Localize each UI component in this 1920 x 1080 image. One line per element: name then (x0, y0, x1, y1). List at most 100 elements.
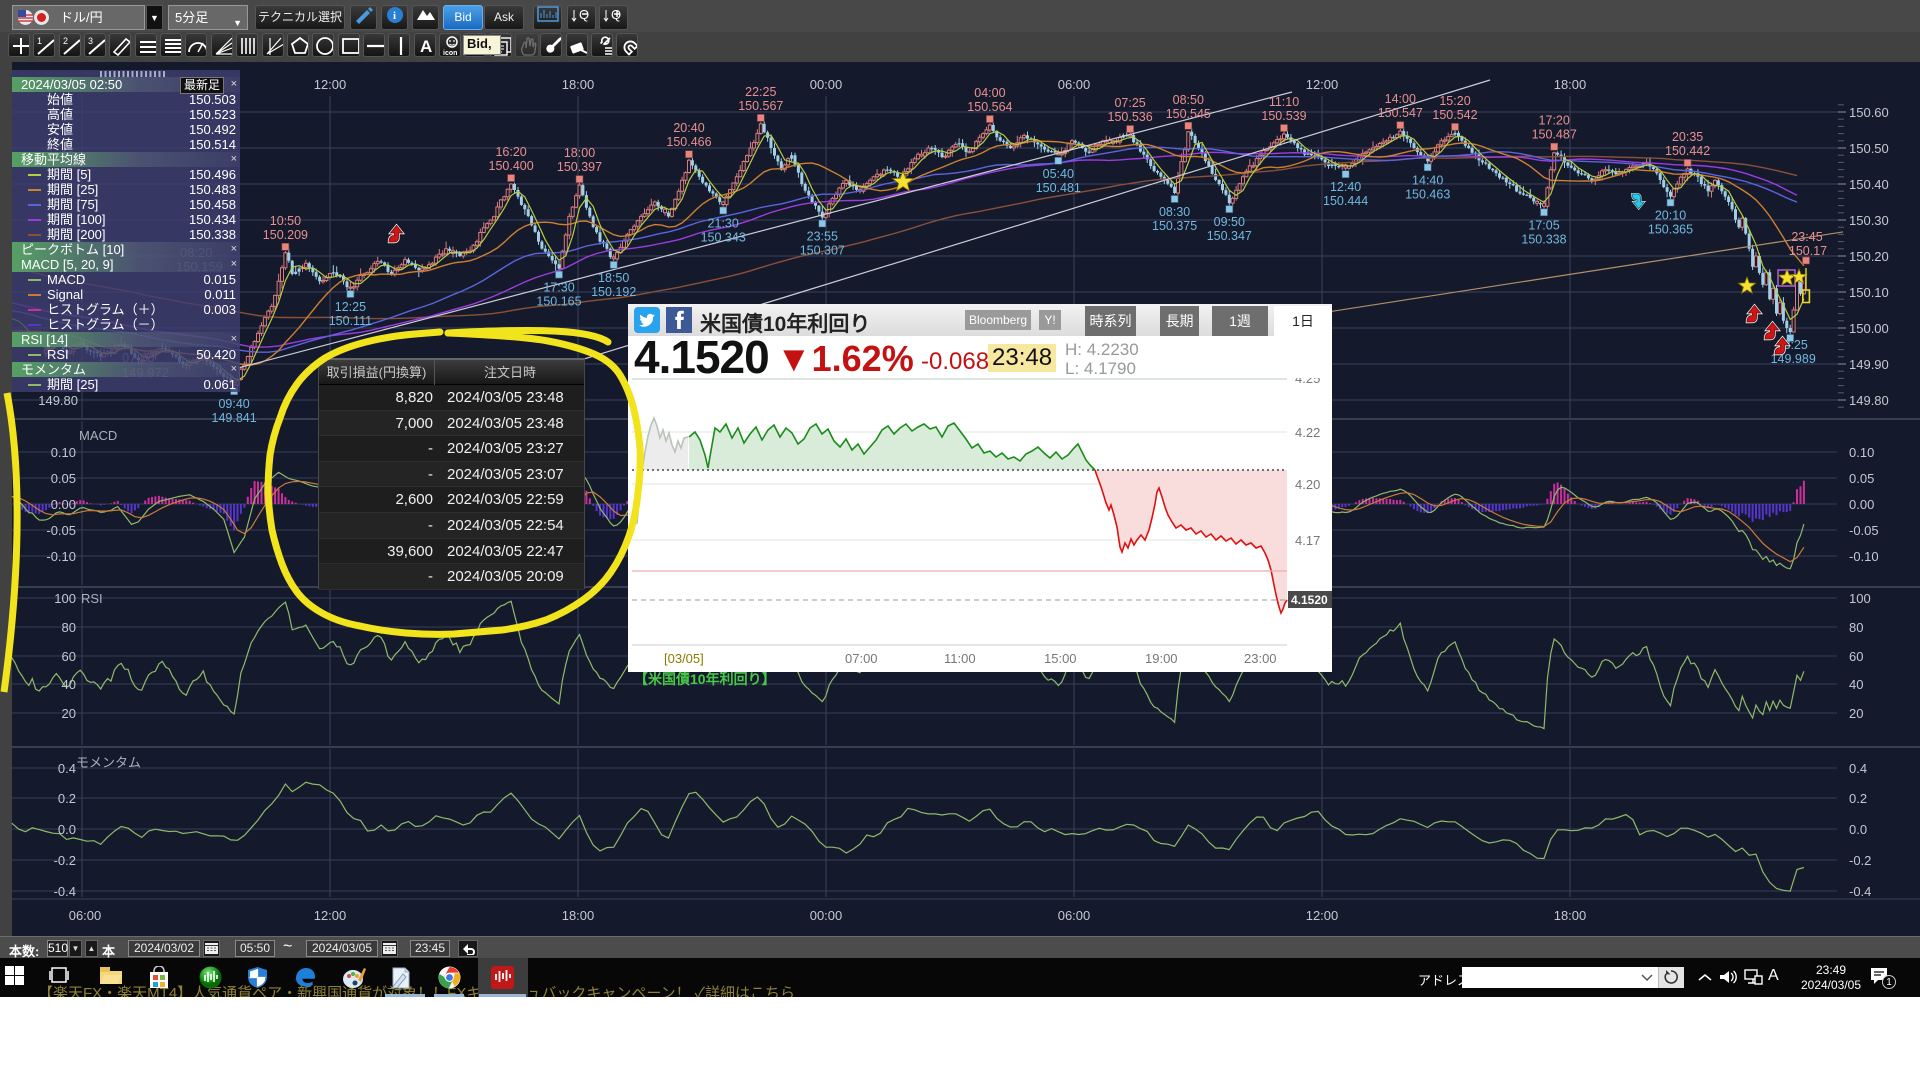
svg-text:i: i (393, 10, 396, 22)
svg-text:80: 80 (62, 620, 76, 635)
svg-text:09:50: 09:50 (1214, 215, 1245, 229)
svg-text:MACD: MACD (79, 428, 117, 443)
svg-text:150.111: 150.111 (329, 314, 372, 328)
svg-text:12:00: 12:00 (1306, 908, 1339, 923)
svg-text:-0.4: -0.4 (1849, 884, 1871, 899)
svg-text:0.2: 0.2 (58, 791, 76, 806)
svg-text:150.375: 150.375 (1152, 219, 1197, 233)
svg-text:15:20: 15:20 (1439, 94, 1470, 108)
svg-text:150.466: 150.466 (666, 135, 711, 149)
svg-text:150.338: 150.338 (1521, 232, 1566, 246)
svg-text:07:00: 07:00 (845, 651, 878, 666)
svg-text:22:25: 22:25 (745, 85, 776, 99)
svg-text:0.00: 0.00 (51, 497, 76, 512)
svg-text:icon: icon (443, 50, 457, 57)
svg-text:150.547: 150.547 (1378, 106, 1423, 120)
svg-text:04:00: 04:00 (974, 86, 1005, 100)
svg-text:150.564: 150.564 (967, 100, 1012, 114)
svg-text:0.4: 0.4 (58, 761, 76, 776)
svg-text:18:00: 18:00 (562, 77, 595, 92)
svg-text:3: 3 (88, 36, 93, 46)
svg-text:100: 100 (1849, 591, 1871, 606)
svg-text:150.60: 150.60 (1849, 105, 1889, 120)
svg-text:150.347: 150.347 (1207, 229, 1252, 243)
svg-text:4.25: 4.25 (1295, 378, 1320, 386)
svg-text:0.4: 0.4 (1849, 761, 1867, 776)
svg-text:149.989: 149.989 (1771, 352, 1816, 366)
svg-text:18:00: 18:00 (1554, 908, 1587, 923)
svg-text:0.0: 0.0 (1849, 822, 1867, 837)
svg-text:0.05: 0.05 (51, 471, 76, 486)
svg-text:100: 100 (54, 591, 76, 606)
svg-text:150.481: 150.481 (1036, 181, 1081, 195)
svg-text:150.567: 150.567 (738, 99, 783, 113)
svg-text:150.545: 150.545 (1166, 107, 1211, 121)
svg-text:150.165: 150.165 (536, 295, 581, 309)
svg-text:-0.05: -0.05 (46, 523, 76, 538)
svg-text:18:00: 18:00 (564, 146, 595, 160)
svg-text:149.90: 149.90 (1849, 357, 1889, 372)
svg-text:4.20: 4.20 (1295, 477, 1320, 492)
svg-text:16:20: 16:20 (495, 145, 526, 159)
svg-text:4.1520: 4.1520 (1291, 593, 1328, 607)
svg-text:18:00: 18:00 (1554, 77, 1587, 92)
svg-text:150.50: 150.50 (1849, 141, 1889, 156)
svg-text:150.487: 150.487 (1532, 128, 1577, 142)
svg-text:23:45: 23:45 (1791, 230, 1822, 244)
svg-text:1: 1 (37, 36, 42, 46)
svg-text:20:35: 20:35 (1672, 130, 1703, 144)
svg-text:150.307: 150.307 (800, 244, 845, 258)
svg-text:150.209: 150.209 (263, 228, 308, 242)
svg-text:10:50: 10:50 (270, 214, 301, 228)
svg-text:149.80: 149.80 (1849, 393, 1889, 408)
svg-text:150.400: 150.400 (489, 159, 534, 173)
svg-text:21:30: 21:30 (708, 217, 739, 231)
svg-text:18:00: 18:00 (562, 908, 595, 923)
svg-text:60: 60 (1849, 649, 1863, 664)
svg-text:150.30: 150.30 (1849, 213, 1889, 228)
svg-text:-0.2: -0.2 (54, 853, 76, 868)
svg-text:12:40: 12:40 (1330, 180, 1361, 194)
svg-text:149.841: 149.841 (212, 411, 257, 425)
svg-text:-0.05: -0.05 (1849, 523, 1879, 538)
svg-text:40: 40 (1849, 677, 1863, 692)
svg-text:2: 2 (63, 36, 68, 46)
svg-text:-0.10: -0.10 (1849, 549, 1879, 564)
svg-text:07:25: 07:25 (1114, 96, 1145, 110)
svg-text:06:00: 06:00 (1058, 908, 1091, 923)
svg-text:0.0: 0.0 (58, 822, 76, 837)
svg-text:20:40: 20:40 (673, 121, 704, 135)
svg-text:150.463: 150.463 (1405, 187, 1450, 201)
svg-text:23:00: 23:00 (1244, 651, 1277, 666)
svg-text:18:50: 18:50 (598, 271, 629, 285)
svg-text:14:00: 14:00 (1385, 92, 1416, 106)
svg-text:12:00: 12:00 (314, 908, 347, 923)
svg-text:11:00: 11:00 (944, 651, 976, 666)
svg-text:40: 40 (62, 677, 76, 692)
svg-text:14:40: 14:40 (1412, 173, 1443, 187)
svg-text:150.539: 150.539 (1261, 109, 1306, 123)
svg-text:08:30: 08:30 (1159, 205, 1190, 219)
svg-text:12:25: 12:25 (335, 300, 366, 314)
svg-text:149.80: 149.80 (38, 393, 78, 408)
svg-text:12:00: 12:00 (314, 77, 347, 92)
svg-text:4.17: 4.17 (1295, 533, 1320, 548)
svg-text:20: 20 (62, 706, 76, 721)
svg-text:80: 80 (1849, 620, 1863, 635)
svg-text:モメンタム: モメンタム (76, 755, 141, 770)
svg-text:150.17: 150.17 (1789, 244, 1827, 258)
svg-text:0.05: 0.05 (1849, 471, 1874, 486)
svg-text:08:50: 08:50 (1173, 93, 1204, 107)
svg-text:06:00: 06:00 (69, 908, 102, 923)
svg-text:RSI: RSI (81, 591, 103, 606)
svg-text:150.536: 150.536 (1108, 110, 1153, 124)
svg-text:11:10: 11:10 (1269, 95, 1299, 109)
svg-text:12:00: 12:00 (1306, 77, 1339, 92)
svg-text:00:00: 00:00 (810, 908, 843, 923)
svg-text:150.00: 150.00 (1849, 321, 1889, 336)
svg-text:17:20: 17:20 (1539, 114, 1570, 128)
svg-text:【米国債10年利回り】: 【米国債10年利回り】 (634, 671, 776, 687)
svg-text:150.40: 150.40 (1849, 177, 1889, 192)
svg-text:20: 20 (1849, 706, 1863, 721)
svg-text:150.542: 150.542 (1432, 108, 1477, 122)
